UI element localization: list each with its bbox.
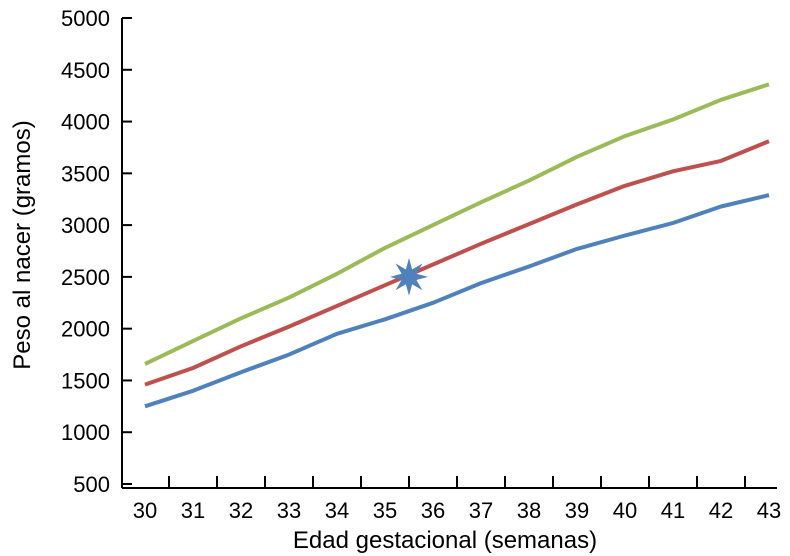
y-tick-label: 500 — [73, 472, 110, 497]
y-tick-label: 2500 — [61, 265, 110, 290]
x-tick-label: 42 — [709, 498, 733, 523]
x-tick-label: 38 — [517, 498, 541, 523]
x-tick-label: 31 — [181, 498, 205, 523]
x-tick-label: 34 — [325, 498, 349, 523]
x-tick-label: 39 — [565, 498, 589, 523]
y-axis-title: Peso al nacer (gramos) — [9, 120, 36, 369]
x-tick-label: 32 — [229, 498, 253, 523]
series-line-1 — [144, 82, 770, 366]
x-tick-label: 37 — [469, 498, 493, 523]
y-tick-label: 5000 — [61, 6, 110, 31]
y-tick-label: 3000 — [61, 213, 110, 238]
x-tick-label: 40 — [613, 498, 637, 523]
y-tick-label: 2000 — [61, 317, 110, 342]
star-marker — [390, 257, 428, 296]
x-tick-label: 30 — [133, 498, 157, 523]
x-tick-label: 41 — [661, 498, 685, 523]
y-tick-label: 3500 — [61, 161, 110, 186]
series-layer — [144, 82, 770, 409]
y-tick-label: 1500 — [61, 368, 110, 393]
y-tick-label: 1000 — [61, 420, 110, 445]
x-tick-label: 36 — [421, 498, 445, 523]
marker-layer — [390, 257, 428, 296]
axes-layer: 500 1000 1500 2000 2500 3000 3500 4000 4500 5000 3… — [61, 6, 781, 523]
x-tick-label: 33 — [277, 498, 301, 523]
y-tick-label: 4500 — [61, 58, 110, 83]
x-axis-title: Edad gestacional (semanas) — [293, 527, 597, 554]
y-tick-label: 4000 — [61, 110, 110, 135]
series-line-2 — [144, 139, 770, 387]
x-tick-label: 35 — [373, 498, 397, 523]
series-line-3 — [144, 193, 770, 409]
x-tick-label: 43 — [757, 498, 781, 523]
